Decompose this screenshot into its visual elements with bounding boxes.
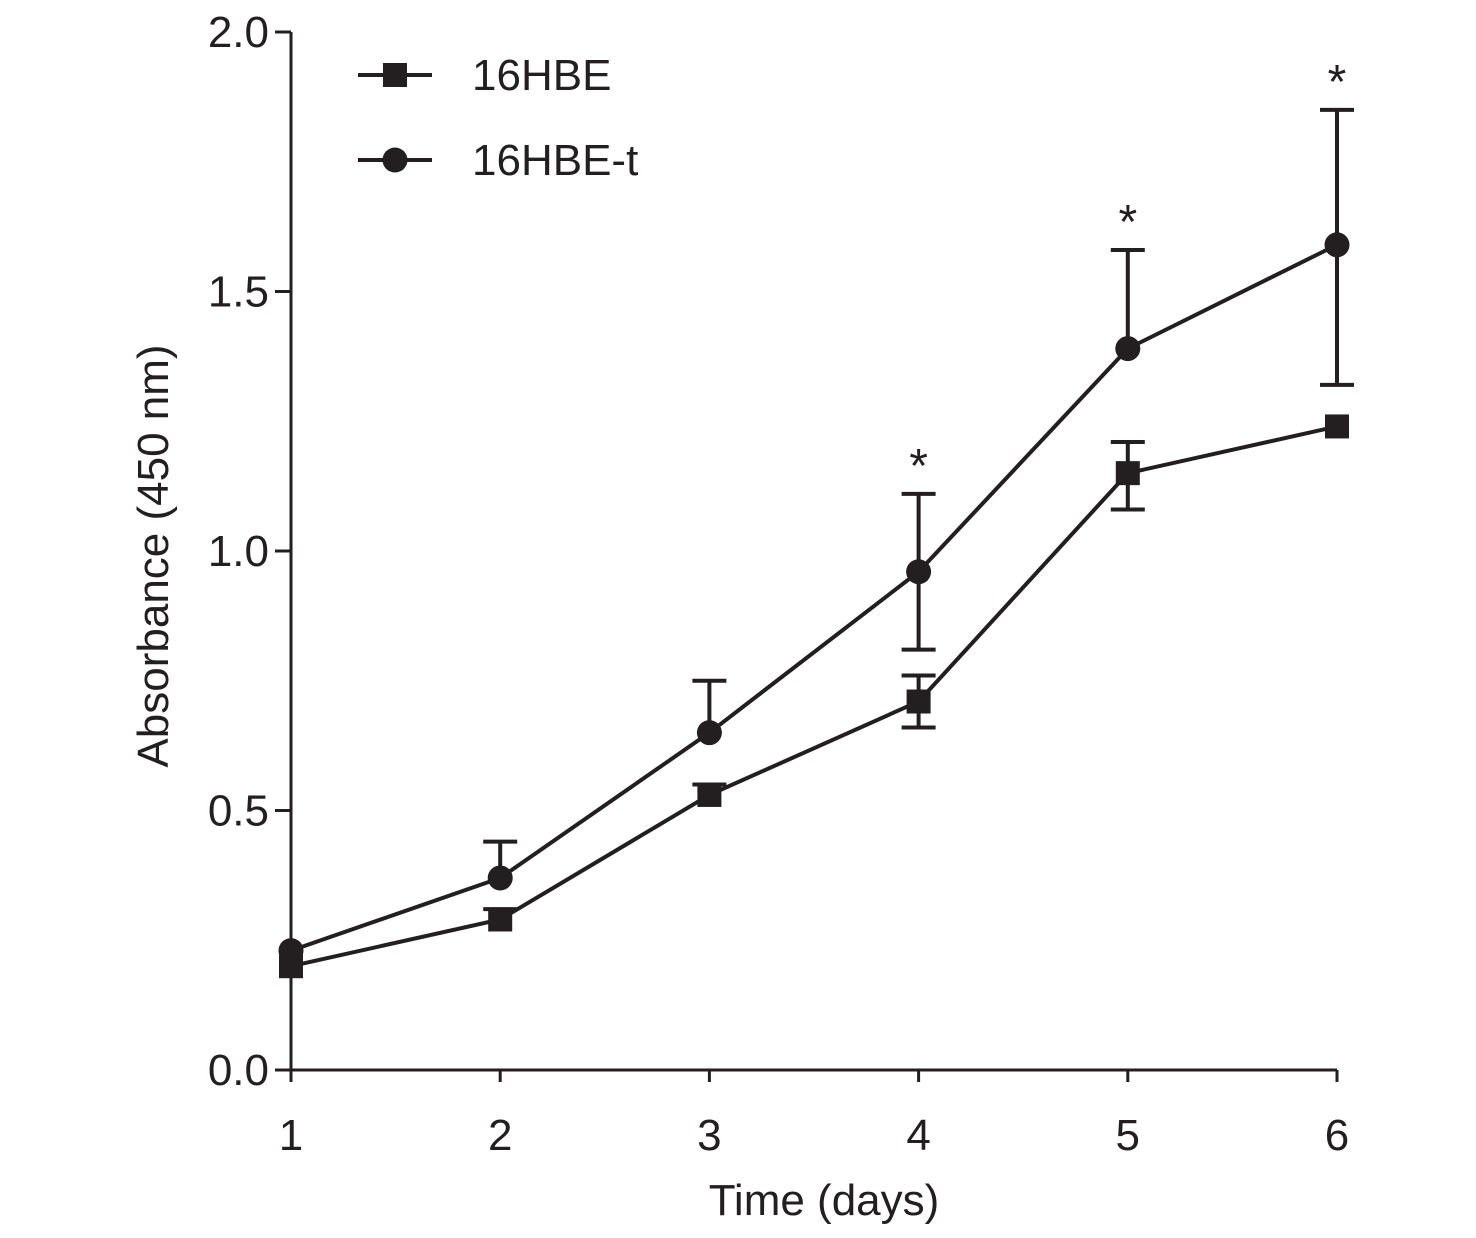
data-point: [1115, 336, 1141, 362]
data-point: [278, 938, 304, 964]
legend-label: 16HBE-t: [472, 136, 638, 185]
data-point: [906, 689, 931, 714]
data-point: [1325, 414, 1349, 439]
series-line: [290, 242, 1338, 953]
axes: 0.0 0.5 1.0 1.5 2.0 1 2 3 4 5 6 Time (days) Absor…: [129, 8, 1349, 1225]
significance-marker: *: [909, 440, 928, 493]
y-tick-label: 2.0: [208, 8, 269, 57]
y-tick-label: 1.0: [208, 527, 269, 576]
y-axis-ticks: 0.0 0.5 1.0 1.5 2.0: [208, 8, 291, 1095]
y-tick-label: 0.5: [208, 787, 269, 836]
y-tick-label: 1.5: [208, 268, 269, 317]
data-point: [488, 907, 513, 932]
series-16hbe-t: [278, 107, 1354, 964]
x-axis-title: Time (days): [709, 1176, 940, 1225]
x-tick-label: 3: [697, 1111, 721, 1160]
data-point: [1115, 461, 1140, 486]
x-tick-label: 6: [1325, 1111, 1349, 1160]
legend-marker: [383, 63, 407, 87]
data-point: [696, 720, 722, 746]
x-tick-label: 5: [1116, 1111, 1140, 1160]
data-point: [487, 865, 513, 891]
significance-annotations: * * *: [909, 56, 1346, 493]
legend-label: 16HBE: [472, 51, 611, 100]
y-tick-label: 0.0: [208, 1046, 269, 1095]
legend-item: 16HBE-t: [358, 136, 638, 185]
significance-marker: *: [1328, 56, 1347, 109]
y-axis-title: Absorbance (450 nm): [129, 344, 178, 767]
legend: 16HBE 16HBE-t: [358, 51, 638, 185]
data-point: [1324, 232, 1350, 258]
data-point: [906, 559, 932, 585]
plot-area: [278, 107, 1354, 979]
data-point: [697, 782, 722, 807]
legend-item: 16HBE: [358, 51, 611, 100]
series-line: [290, 424, 1338, 969]
significance-marker: *: [1118, 196, 1137, 249]
series-16hbe: [279, 414, 1349, 979]
x-tick-label: 4: [906, 1111, 930, 1160]
x-tick-label: 2: [488, 1111, 512, 1160]
legend-marker: [382, 147, 408, 173]
x-axis-ticks: 1 2 3 4 5 6: [279, 1070, 1349, 1160]
x-tick-label: 1: [279, 1111, 303, 1160]
